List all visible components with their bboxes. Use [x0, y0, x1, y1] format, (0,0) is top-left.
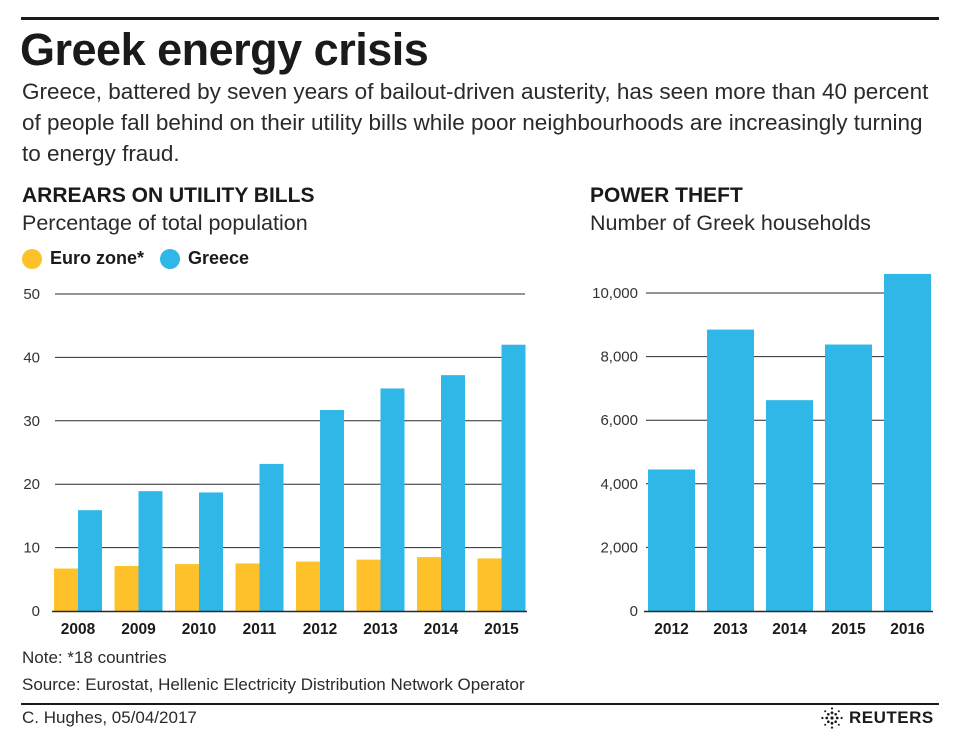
reuters-logo-icon	[821, 707, 843, 729]
footer-rule	[21, 703, 939, 705]
arrears-xtick-label: 2014	[424, 621, 459, 638]
theft-ytick-label: 8,000	[600, 349, 638, 366]
theft-xtick-label: 2014	[772, 621, 807, 638]
brand-name: REUTERS	[849, 708, 934, 727]
arrears-xtick-label: 2008	[61, 621, 96, 638]
arrears-bar-greece-2009	[138, 491, 163, 611]
legend-label-greece: Greece	[188, 248, 250, 268]
legend-swatch-euro-zone	[22, 248, 42, 269]
theft-ytick-label: 10,000	[592, 285, 638, 302]
theft-xtick-label: 2015	[831, 621, 866, 638]
theft-bar-2015	[825, 344, 872, 611]
source-line: Source: Eurostat, Hellenic Electricity D…	[22, 675, 525, 694]
arrears-xtick-label: 2015	[484, 621, 519, 638]
theft-ytick-label: 6,000	[600, 412, 638, 429]
arrears-heading: ARREARS ON UTILITY BILLS	[22, 184, 315, 207]
arrears-ytick-label: 0	[32, 603, 40, 620]
legend-item-euro-zone: Euro zone*	[22, 248, 144, 269]
top-rule	[21, 17, 939, 20]
arrears-xtick-label: 2012	[303, 621, 337, 638]
arrears-xtick-label: 2010	[182, 621, 216, 638]
arrears-ytick-label: 40	[23, 349, 40, 366]
theft-chart: 0 2,000 4,000 6,000 8,000 10,000 2012 2013 2014 2…	[592, 273, 933, 638]
theft-bar-2012	[648, 469, 695, 611]
arrears-bar-euro-zone-2013	[356, 559, 381, 611]
page-title: Greek energy crisis	[20, 24, 429, 75]
arrears-bar-greece-2013	[380, 388, 405, 611]
theft-xtick-label: 2012	[654, 621, 688, 638]
arrears-bar-greece-2012	[320, 410, 344, 611]
arrears-bar-euro-zone-2008	[54, 568, 78, 611]
legend-label-euro-zone: Euro zone*	[50, 248, 145, 268]
arrears-ytick-label: 10	[23, 540, 40, 557]
arrears-bar-greece-2015	[501, 344, 526, 611]
arrears-ytick-label: 20	[23, 476, 40, 493]
arrears-chart: 0 10 20 30 40 50 2008 2009 2010 2011 2012 2013 2014 2…	[23, 286, 527, 638]
theft-subheading: Number of Greek households	[590, 211, 871, 235]
arrears-subheading: Percentage of total population	[22, 211, 308, 235]
arrears-bar-greece-2008	[78, 510, 102, 611]
arrears-ytick-label: 50	[23, 286, 40, 303]
arrears-bar-euro-zone-2009	[114, 565, 139, 611]
theft-heading: POWER THEFT	[590, 184, 743, 207]
brand: REUTERS	[820, 706, 934, 730]
arrears-bar-greece-2010	[199, 492, 223, 611]
arrears-xtick-label: 2011	[243, 621, 277, 638]
legend-item-greece: Greece	[160, 248, 249, 269]
arrears-xtick-label: 2013	[363, 621, 398, 638]
arrears-legend: Euro zone* Greece	[22, 248, 265, 269]
arrears-bar-euro-zone-2010	[175, 564, 199, 611]
legend-swatch-greece	[160, 248, 181, 269]
page-subtitle: Greece, battered by seven years of bailo…	[22, 79, 929, 166]
theft-ytick-label: 2,000	[600, 539, 638, 556]
arrears-ytick-label: 30	[23, 413, 40, 430]
credit-line: C. Hughes, 05/04/2017	[22, 708, 197, 727]
theft-ytick-label: 4,000	[600, 476, 638, 493]
arrears-bar-greece-2011	[259, 463, 284, 611]
footnote: Note: *18 countries	[22, 648, 167, 667]
theft-xtick-label: 2016	[890, 621, 925, 638]
theft-ytick-label: 0	[630, 603, 638, 620]
arrears-bar-euro-zone-2014	[417, 557, 441, 611]
theft-xtick-label: 2013	[713, 621, 748, 638]
arrears-xtick-label: 2009	[121, 621, 156, 638]
arrears-bar-euro-zone-2011	[235, 563, 260, 611]
theft-bar-2013	[707, 329, 754, 611]
arrears-bar-euro-zone-2015	[477, 558, 502, 611]
theft-bar-2014	[766, 400, 813, 611]
arrears-bar-euro-zone-2012	[296, 561, 320, 611]
theft-bar-2016	[884, 273, 931, 611]
arrears-bar-greece-2014	[441, 375, 465, 611]
